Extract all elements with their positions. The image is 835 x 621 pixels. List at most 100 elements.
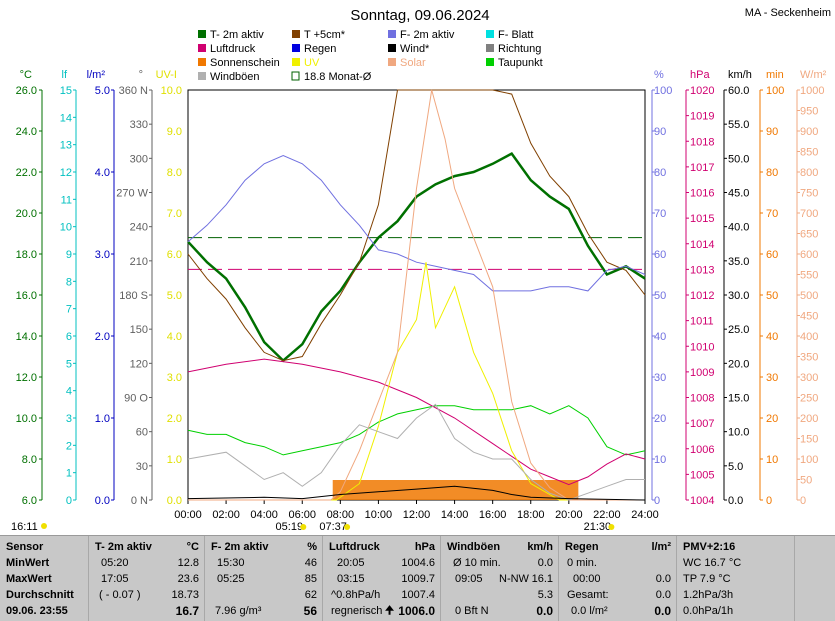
uv-tick-label: 10.0: [161, 85, 182, 97]
lf-tick-label: 1: [66, 468, 72, 480]
legend-label: 18.8 Monat-Ø: [304, 71, 372, 83]
weather-chart: Sonntag, 09.06.2024 MA - Seckenheim T- 2m …: [11, 7, 831, 533]
wm2-tick-label: 650: [800, 229, 818, 241]
min-tick-label: 50: [766, 290, 778, 302]
dir-tick-label: 90 O: [124, 393, 148, 405]
uv-tick-label: 1.0: [167, 454, 182, 466]
x-tick-label: 24:00: [631, 509, 659, 521]
dew-point-value: TP 7.9 °C: [683, 573, 731, 585]
sensor-header: Sensor: [6, 541, 44, 553]
series-line-solar: [188, 89, 645, 501]
temp-avg-value: 18.73: [171, 589, 199, 601]
wm2-tick-label: 550: [800, 270, 818, 282]
wm2-tick-label: 350: [800, 352, 818, 364]
wm2-tick-label: 600: [800, 249, 818, 261]
row-label-max: MaxWert: [6, 573, 52, 585]
temp-tick-label: 10.0: [16, 413, 37, 425]
pressure-min-time: 20:05: [337, 557, 365, 569]
wm2-tick-label: 750: [800, 188, 818, 200]
hum-tick-label: 80: [654, 167, 666, 179]
gust-avg-value: 0.0: [537, 557, 553, 569]
humidity-column: F- 2m aktiv% 15:30 46 05:25 85 62 7.96 g/m…: [204, 536, 323, 621]
kmh-tick-label: 50.0: [728, 153, 749, 165]
rain-rate: 0.0 l/m²: [571, 605, 608, 617]
uv-tick-label: 0.0: [167, 495, 182, 507]
hum-tick-label: 90: [654, 126, 666, 138]
dir-tick-label: 240: [130, 222, 148, 234]
temp-column: T- 2m aktiv °C 05:20 12.8 17:05 23.6 ( - 0.…: [88, 536, 205, 621]
left-time-label: 16:11: [11, 521, 38, 533]
kmh-tick-label: 20.0: [728, 358, 749, 370]
min-tick-label: 10: [766, 454, 778, 466]
pressure-forecast: regnerisch: [331, 605, 383, 617]
humidity-min-time: 15:30: [217, 557, 245, 569]
gust-max-time: 09:05: [455, 573, 483, 585]
lf-tick-label: 15: [60, 85, 72, 97]
hpa-tick-label: 1011: [690, 316, 714, 328]
series-line-wind-: [187, 485, 646, 501]
x-tick-label: 22:00: [593, 509, 621, 521]
rain-header: Regen: [565, 541, 599, 553]
x-tick-label: 14:00: [441, 509, 469, 521]
hum-tick-label: 50: [654, 290, 666, 302]
legend-label: Wind*: [400, 43, 430, 55]
dir-axis-unit: °: [139, 69, 143, 81]
lm2-tick-label: 5.0: [95, 85, 110, 97]
kmh-tick-label: 25.0: [728, 324, 749, 336]
hpa-tick-label: 1018: [690, 136, 714, 148]
hpa-tick-label: 1009: [690, 367, 714, 379]
pressure-current-value: 1006.0: [398, 604, 435, 618]
hum-tick-label: 20: [654, 413, 666, 425]
hpa-tick-label: 1005: [690, 469, 714, 481]
legend-swatch: [388, 44, 396, 52]
lf-tick-label: 8: [66, 276, 72, 288]
hpa-tick-label: 1010: [690, 341, 714, 353]
pressure-column: Luftdruck hPa 20:05 1004.6 03:15 1009.7 ^0.…: [322, 536, 441, 621]
pressure-arrow-icon: 🠉: [385, 605, 395, 617]
hpa-tick-label: 1016: [690, 188, 714, 200]
x-tick-label: 10:00: [365, 509, 393, 521]
hpa-tick-label: 1012: [690, 290, 714, 302]
pressure-avg-value: 1007.4: [401, 589, 435, 601]
temp-tick-label: 18.0: [16, 249, 37, 261]
kmh-tick-label: 55.0: [728, 119, 749, 131]
kmh-tick-label: 5.0: [728, 461, 743, 473]
rain-current-value: 0.0: [654, 604, 671, 618]
dir-tick-label: 270 W: [116, 188, 148, 200]
legend-label: F- 2m aktiv: [400, 29, 455, 41]
pressure-unit: hPa: [414, 541, 435, 553]
humidity-avg-value: 62: [304, 589, 317, 601]
lf-tick-label: 9: [66, 249, 72, 261]
sun-icon: [300, 524, 307, 530]
humidity-max-value: 85: [304, 573, 317, 585]
lf-tick-label: 10: [60, 222, 72, 234]
legend-swatch: [291, 71, 300, 81]
kmh-tick-label: 15.0: [728, 393, 749, 405]
min-axis-unit: min: [766, 69, 784, 81]
min-tick-label: 90: [766, 126, 778, 138]
temp-tick-label: 26.0: [16, 85, 37, 97]
hum-tick-label: 30: [654, 372, 666, 384]
x-tick-label: 20:00: [555, 509, 583, 521]
min-tick-label: 70: [766, 208, 778, 220]
rain-max-value: 0.0: [655, 573, 671, 585]
sun-event-label: 07:37: [319, 521, 347, 533]
x-tick-label: 00:00: [174, 509, 202, 521]
x-tick-label: 02:00: [212, 509, 240, 521]
hpa-tick-label: 1006: [690, 444, 714, 456]
temp-trend: ( - 0.07 ): [99, 589, 141, 601]
legend-swatch: [292, 58, 300, 66]
x-tick-label: 04:00: [250, 509, 278, 521]
lm2-tick-label: 1.0: [95, 413, 110, 425]
legend-swatch: [292, 30, 300, 38]
dir-tick-label: 60: [136, 427, 148, 439]
rain-unit: l/m²: [651, 541, 671, 553]
wm2-axis-unit: W/m²: [800, 69, 827, 81]
kmh-tick-label: 30.0: [728, 290, 749, 302]
legend-swatch: [486, 58, 494, 66]
rain-total-label: Gesamt:: [567, 589, 609, 601]
temp-tick-label: 14.0: [16, 331, 37, 343]
hpa-tick-label: 1017: [690, 162, 714, 174]
min-tick-label: 20: [766, 413, 778, 425]
wm2-tick-label: 850: [800, 147, 818, 159]
